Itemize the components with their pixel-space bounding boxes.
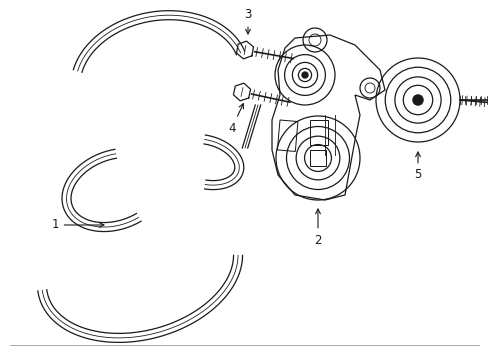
Bar [310,150,325,166]
Bar [309,120,327,145]
Text: 1: 1 [51,219,104,231]
Circle shape [302,72,307,78]
Text: 2: 2 [314,209,321,247]
Text: 5: 5 [413,152,421,181]
Circle shape [412,95,422,105]
Text: 3: 3 [244,9,251,34]
Bar [277,120,297,152]
Text: 4: 4 [228,104,243,135]
